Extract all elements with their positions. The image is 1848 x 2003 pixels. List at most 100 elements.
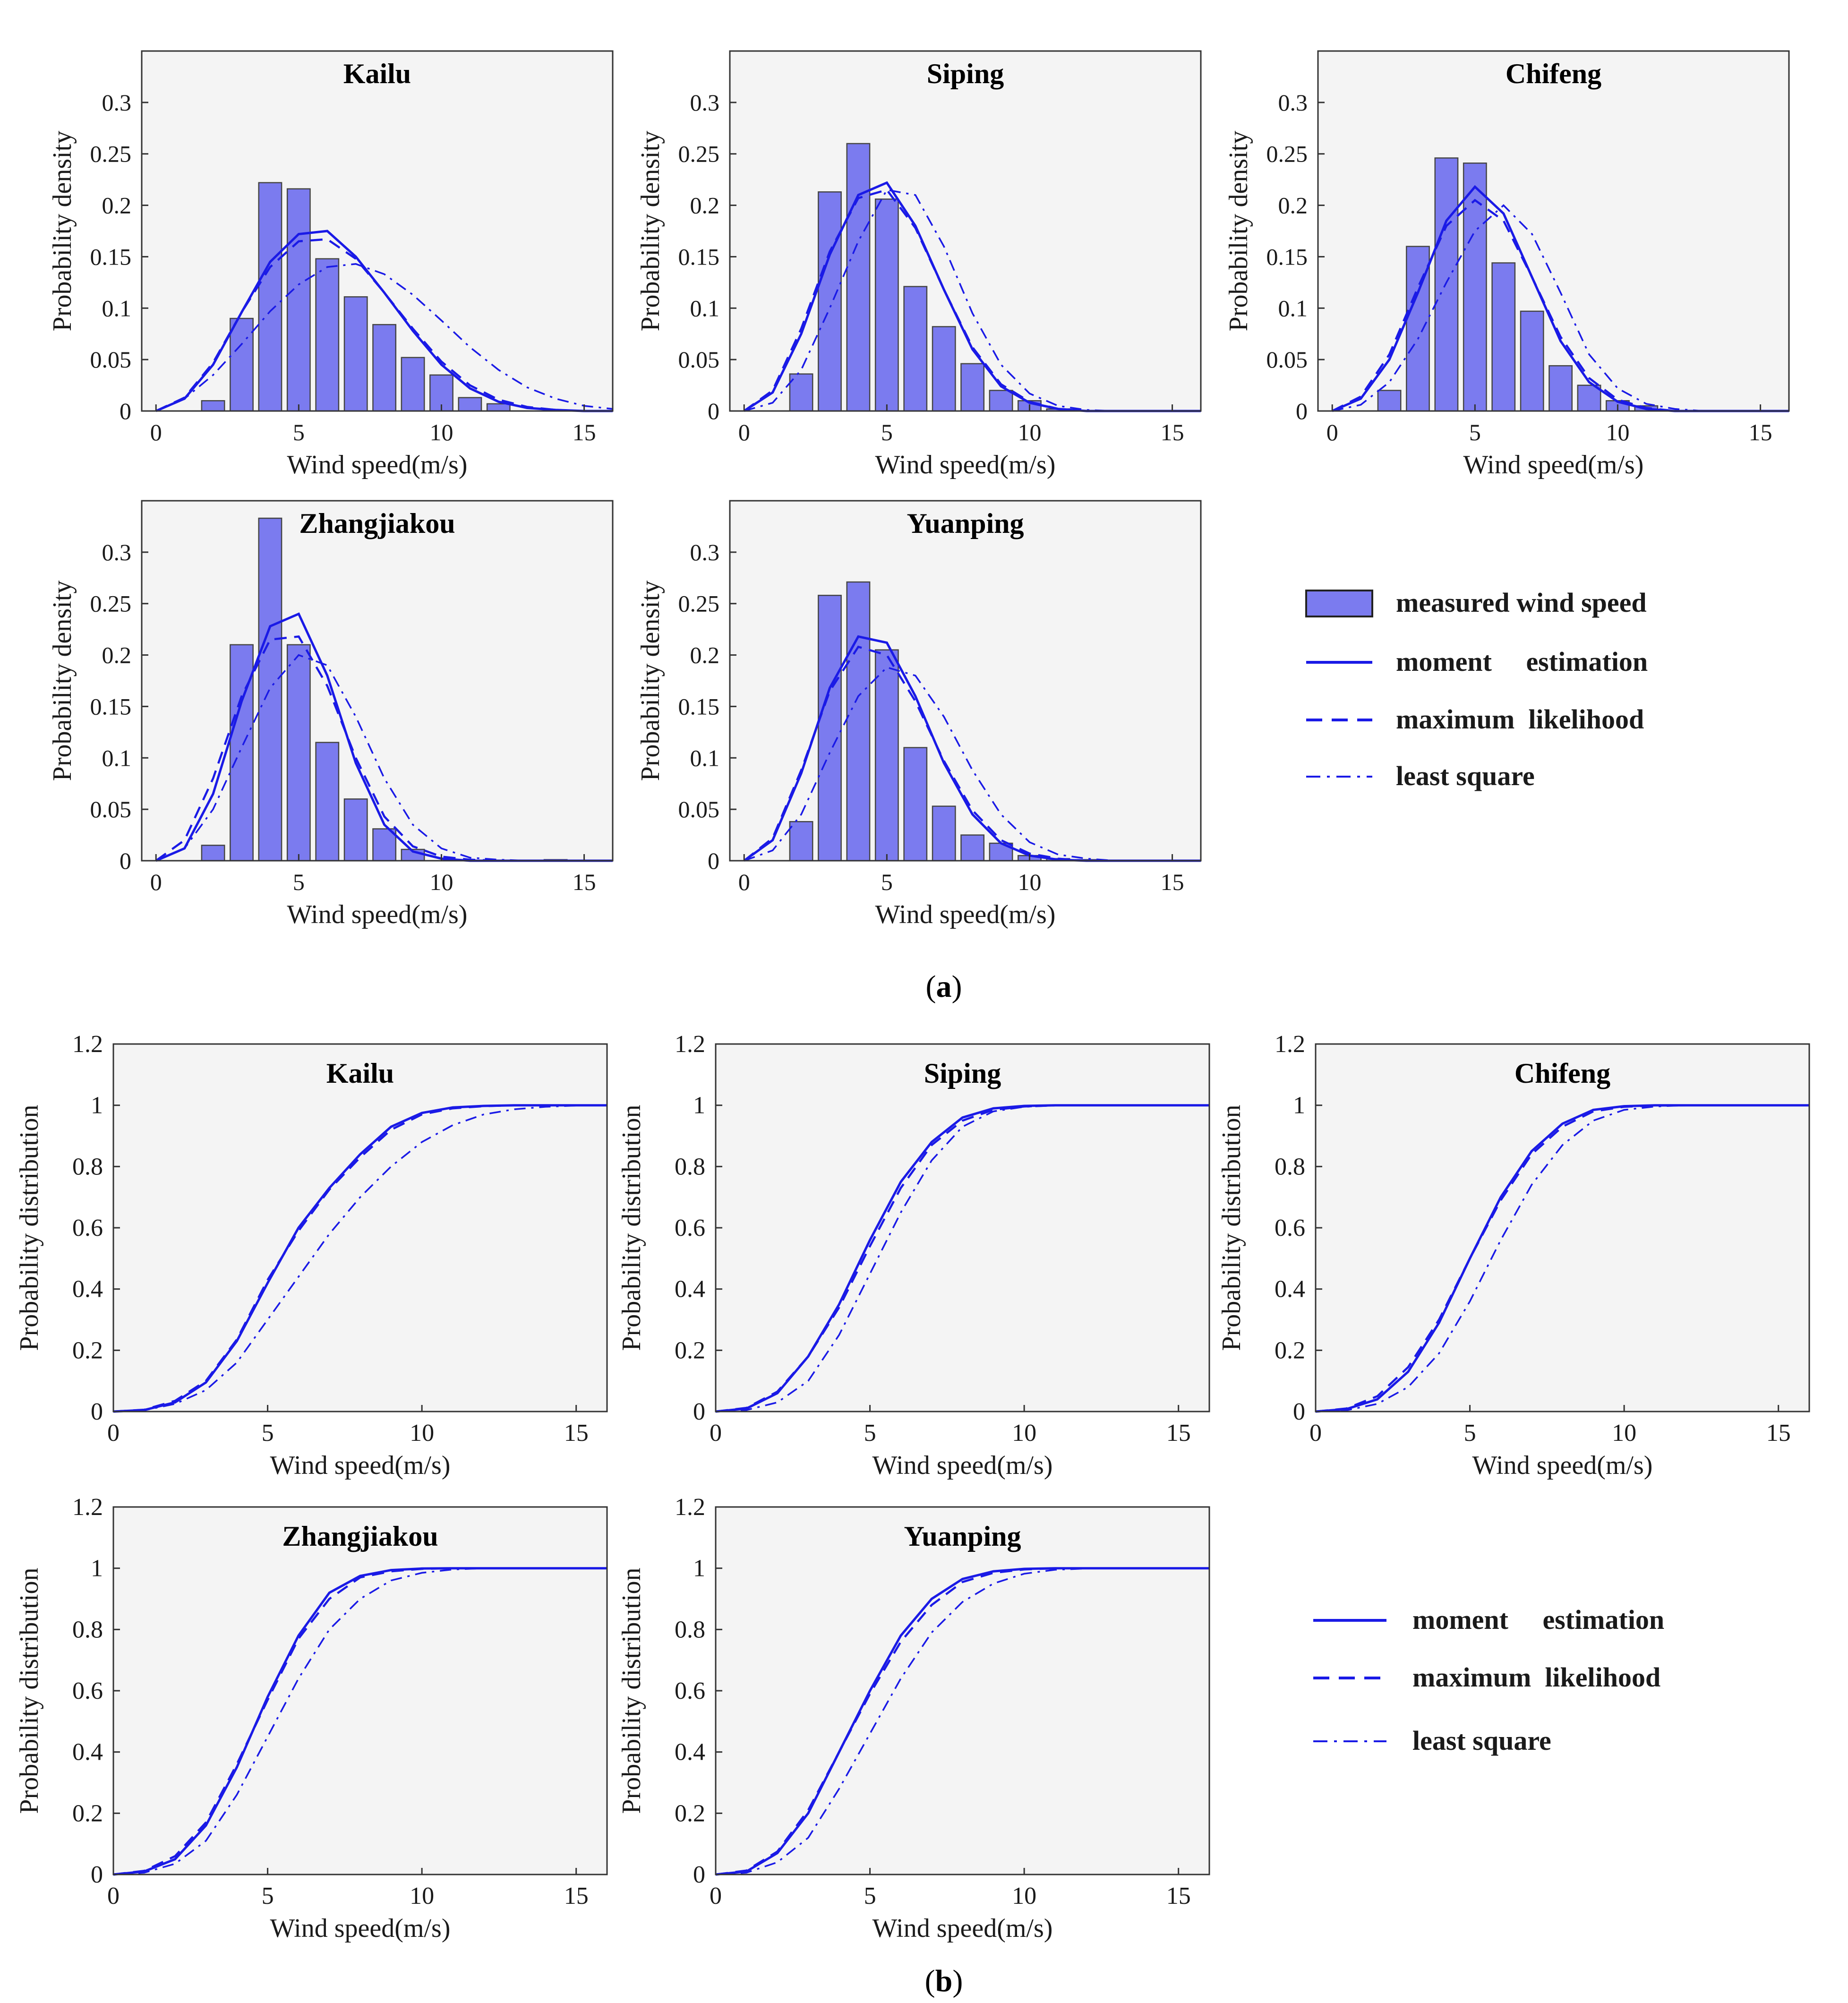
x-tick-label: 15 [564,1883,589,1909]
series-line [113,1104,607,1413]
x-tick-label: 10 [410,1420,434,1447]
y-tick-label: 1.2 [675,1031,705,1058]
x-tick-label: 10 [429,869,453,895]
y-tick-label: 0 [91,1861,103,1888]
bar [201,400,225,412]
y-tick-label: 0.05 [90,346,132,373]
y-tick-label: 0.25 [1266,141,1308,167]
y-tick-label: 0.8 [675,1153,705,1180]
y-tick-label: 0 [91,1398,103,1425]
plot-area [716,1507,1209,1875]
legend-cdf-moment-label: moment estimation [1412,1604,1664,1635]
y-axis-label: Probability density [636,581,665,781]
x-tick-label: 10 [1012,1883,1036,1909]
bar [458,397,482,412]
x-tick-label: 5 [1464,1420,1476,1447]
y-tick-label: 0.6 [675,1215,705,1241]
x-tick-label: 0 [107,1883,120,1909]
y-tick-label: 1.2 [72,1031,103,1058]
x-axis-label: Wind speed(m/s) [1463,450,1644,479]
series-line [113,1104,607,1412]
panel-title: Zhangjiakou [282,1521,438,1552]
x-tick-label: 5 [293,419,305,445]
bar [372,324,397,412]
y-tick-label: 0.25 [90,591,132,617]
chart-panel: 0 5 10 15 0 0.05 0.1 0.15 0.2 0.25 0.3 Wind speed(m… [48,500,614,929]
x-tick-label: 15 [573,419,596,445]
x-axis-label: Wind speed(m/s) [287,900,468,929]
panel-title: Yuanping [907,508,1024,539]
series-line [113,1567,607,1876]
panel-title: Chifeng [1506,58,1601,89]
x-tick-label: 5 [881,869,893,895]
bar [315,742,340,862]
series-line [113,1104,607,1413]
legend-pdf: measured wind speed moment estimation ma… [1305,587,1648,791]
axes-frame [729,500,1202,862]
bar [230,317,254,412]
panel-title: Kailu [326,1058,394,1089]
y-axis-label: Probability distribution [617,1104,646,1351]
y-tick-label: 0.8 [72,1616,103,1643]
chart-panel: 0 5 10 15 0 0.05 0.1 0.15 0.2 0.25 0.3 Wind speed(m… [1224,50,1790,479]
bar [818,595,842,862]
panel-title: Yuanping [904,1521,1021,1552]
bar [874,649,899,862]
legend-cdf-ml-label: maximum likelihood [1412,1662,1660,1693]
y-axis-label: Probability density [48,581,77,781]
y-tick-label: 0.05 [1266,346,1308,373]
y-tick-label: 0.15 [678,693,720,719]
x-tick-label: 0 [150,869,162,895]
y-tick-label: 0 [708,847,719,874]
y-tick-label: 0.2 [690,192,720,219]
y-tick-label: 0.6 [675,1678,705,1704]
y-tick-label: 0.15 [90,693,132,719]
x-tick-label: 15 [1766,1420,1791,1447]
x-axis-label: Wind speed(m/s) [873,1914,1053,1943]
x-tick-label: 15 [564,1420,589,1447]
x-tick-label: 0 [738,869,750,895]
y-tick-label: 0.2 [675,1337,705,1364]
bar [372,828,397,862]
series-line [155,635,613,862]
y-tick-label: 0.3 [1278,89,1308,116]
y-tick-label: 0 [708,398,719,424]
x-tick-label: 5 [1469,419,1481,445]
x-tick-label: 15 [1161,419,1184,445]
chart-panel: 0 5 10 15 0 0.05 0.1 0.15 0.2 0.25 0.3 Wind speed(m… [48,50,614,479]
panel-title: Zhangjiakou [299,508,455,539]
bar [1491,262,1516,412]
y-tick-label: 0.1 [102,295,132,321]
y-tick-label: 0.2 [72,1337,103,1364]
x-axis-label: Wind speed(m/s) [287,450,468,479]
x-tick-label: 5 [262,1883,274,1909]
x-axis-label: Wind speed(m/s) [270,1451,451,1480]
y-tick-label: 0.4 [675,1739,705,1766]
y-tick-label: 0 [120,398,131,424]
series-line [113,1567,607,1875]
x-axis-label: Wind speed(m/s) [873,1451,1053,1480]
series-line [1315,1104,1809,1412]
bar [315,258,340,412]
bar [401,357,425,412]
bar [846,143,871,412]
x-tick-label: 5 [293,869,305,895]
y-tick-label: 0.2 [102,642,132,668]
y-axis-label: Probability distribution [15,1567,44,1814]
bar [989,390,1013,412]
y-tick-label: 0.2 [690,642,720,668]
y-axis-label: Probability density [48,131,77,332]
x-tick-label: 0 [710,1420,722,1447]
x-tick-label: 15 [1749,419,1772,445]
y-tick-label: 0.1 [690,295,720,321]
bar [201,845,225,862]
y-tick-label: 0 [693,1861,705,1888]
y-tick-label: 1 [1293,1092,1305,1119]
bar [1549,365,1573,412]
y-tick-label: 0.15 [1266,243,1308,270]
panel-title: Kailu [343,58,411,89]
y-tick-label: 1.2 [1275,1031,1305,1058]
x-tick-label: 15 [573,869,596,895]
y-tick-label: 0.3 [102,539,132,565]
